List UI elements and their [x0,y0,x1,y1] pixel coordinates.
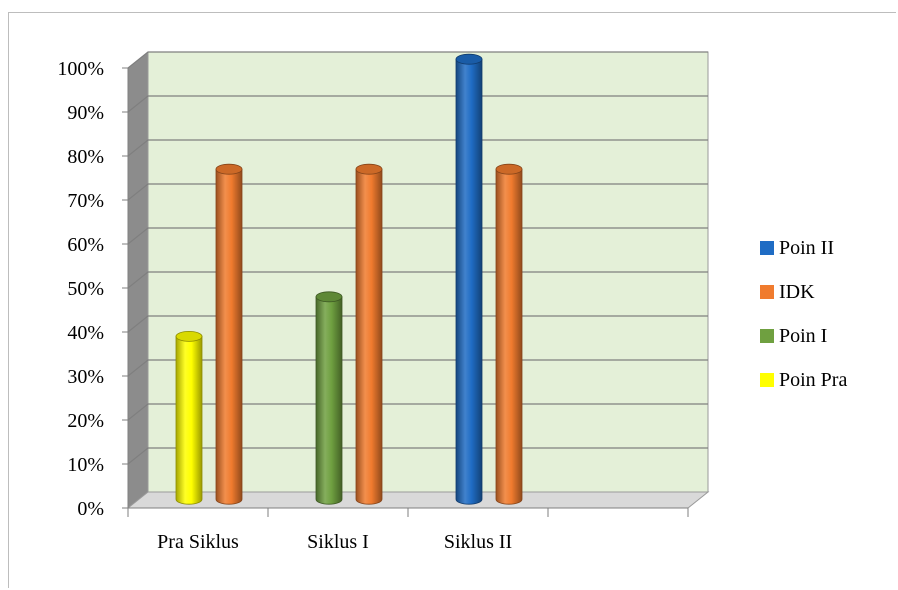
chart-frame [8,12,896,588]
gridline [127,139,708,157]
bar-idk [215,168,243,505]
x-tick-label: Siklus I [307,531,369,553]
legend-label: Poin Pra [779,368,848,391]
legend-swatch [760,285,774,299]
bar-top [355,163,383,175]
legend: Poin II IDK Poin I Poin Pra [760,226,847,402]
bar-top [455,53,483,65]
bar-top [215,163,243,175]
bar-top [315,291,343,303]
gridline [127,95,708,113]
floor [126,491,710,509]
legend-item-2: Poin I [760,314,847,358]
y-tick-label: 70% [67,190,104,212]
bar-top [495,163,523,175]
legend-swatch [760,373,774,387]
bar-idk [495,168,523,505]
x-tick-label: Siklus II [444,531,512,553]
y-tick-label: 40% [67,322,104,344]
y-tick-label: 30% [67,366,104,388]
legend-label: IDK [779,280,815,303]
y-tick-label: 100% [57,58,104,80]
y-tick-label: 80% [67,146,104,168]
y-tick-label: 60% [67,234,104,256]
x-tick-label: Pra Siklus [157,531,239,553]
y-tick-label: 90% [67,102,104,124]
y-tick-label: 10% [67,454,104,476]
legend-item-0: Poin II [760,226,847,270]
legend-swatch [760,241,774,255]
y-tick-label: 0% [77,498,104,520]
legend-item-3: Poin Pra [760,358,847,402]
bar-poin-i [315,296,343,505]
gridline [127,51,708,69]
legend-item-1: IDK [760,270,847,314]
bar-poin-ii [455,58,483,505]
bar-poin-pra [175,336,203,505]
legend-label: Poin I [779,324,828,347]
y-tick-label: 50% [67,278,104,300]
y-tick-label: 20% [67,410,104,432]
legend-swatch [760,329,774,343]
legend-label: Poin II [779,236,834,259]
bar-idk [355,168,383,505]
bar-top [175,330,203,342]
